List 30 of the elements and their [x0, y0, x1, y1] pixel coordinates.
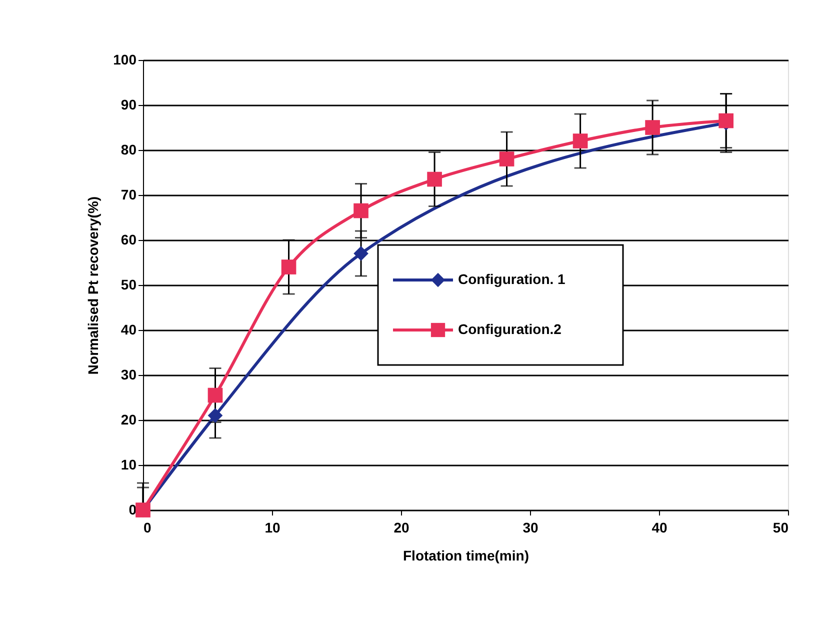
y-tick-label: 20: [120, 412, 137, 428]
y-tick-label: 90: [120, 96, 137, 112]
x-tick-label: 20: [394, 520, 410, 536]
point: [572, 134, 588, 148]
point: [354, 203, 368, 218]
y-tick-label: 30: [120, 366, 137, 382]
point: [354, 246, 368, 261]
y-tick-label: 10: [120, 456, 137, 472]
point: [718, 113, 734, 128]
x-tick-label: 10: [264, 520, 280, 536]
point: [427, 172, 442, 187]
x-tick-label: 40: [652, 520, 668, 536]
x-tick-label: 30: [522, 520, 538, 536]
point: [281, 260, 296, 274]
point: [499, 152, 514, 166]
y-tick-label: 80: [120, 142, 137, 158]
y-tick-label: 50: [120, 276, 137, 292]
point: [645, 120, 660, 135]
y-tick-label: 70: [120, 186, 137, 202]
point: [208, 408, 223, 423]
legend-label: Configuration.2: [458, 321, 562, 337]
y-tick-label: 100: [113, 52, 137, 68]
y-tick-label: 60: [120, 232, 137, 248]
point: [208, 388, 223, 403]
x-tick-label: 50: [772, 520, 789, 536]
legend-label: Configuration. 1: [458, 271, 566, 287]
x-tick-label: 0: [144, 520, 152, 536]
y-tick-label: 40: [120, 322, 137, 338]
y-axis-title: Normalised Pt recovery(%): [85, 196, 102, 375]
x-axis-title: Flotation time(min): [403, 548, 529, 564]
